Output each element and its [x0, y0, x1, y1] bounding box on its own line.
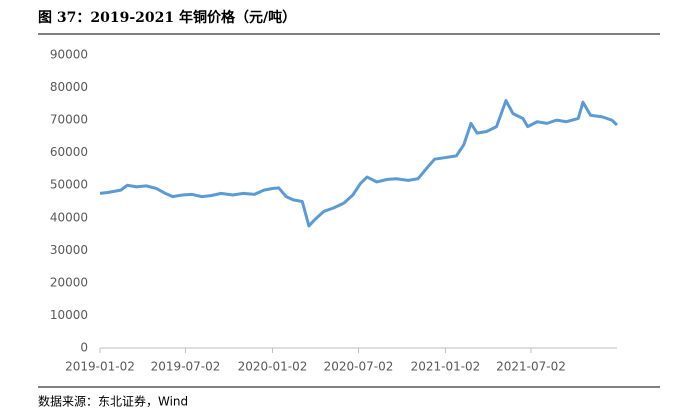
price-line [99, 99, 619, 228]
y-tick-label: 50000 [50, 178, 88, 192]
y-tick-label: 80000 [50, 80, 88, 94]
x-tick-label: 2020-07-02 [324, 360, 394, 374]
y-tick-label: 30000 [50, 243, 88, 257]
y-tick-label: 60000 [50, 145, 88, 159]
y-tick-label: 20000 [50, 275, 88, 289]
x-tick-label: 2021-01-02 [411, 360, 481, 374]
source: 数据来源：东北证券，Wind [38, 394, 188, 409]
x-tick-label: 2020-01-02 [238, 360, 308, 374]
chart-title: 图 37：2019-2021 年铜价格（元/吨） [38, 9, 296, 26]
x-tick-label: 2019-07-02 [151, 360, 221, 374]
y-tick-label: 40000 [50, 210, 88, 224]
y-tick-label: 90000 [50, 48, 88, 62]
y-tick-label: 70000 [50, 113, 88, 127]
x-tick-label: 2019-01-02 [65, 360, 135, 374]
y-tick-label: 10000 [50, 308, 88, 322]
x-tick-label: 2021-07-02 [496, 360, 566, 374]
y-tick-label: 0 [80, 341, 88, 355]
